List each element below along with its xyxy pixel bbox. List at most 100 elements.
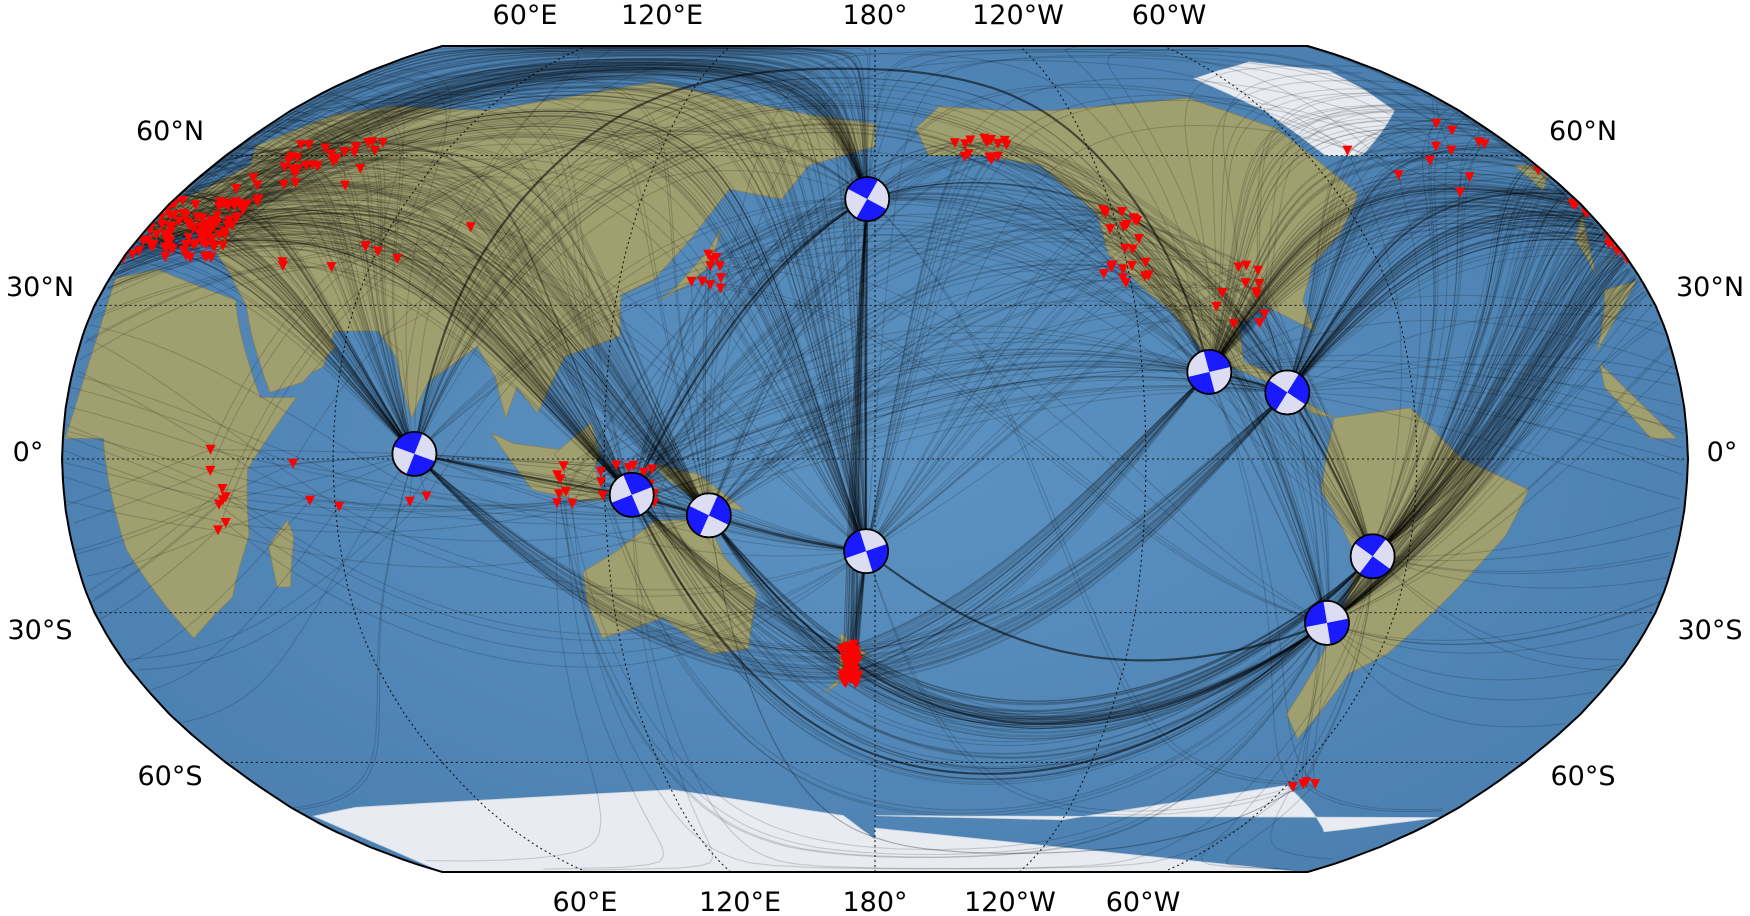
ray-path xyxy=(1286,150,1452,393)
ray-path xyxy=(708,224,1127,516)
ray-path xyxy=(631,494,844,682)
ray-path xyxy=(426,198,868,497)
ray-path xyxy=(631,494,855,651)
ray-path xyxy=(628,363,1210,485)
ray-path xyxy=(867,198,1105,275)
station-marker xyxy=(148,240,159,250)
ray-path xyxy=(851,391,1288,663)
ray-path xyxy=(850,555,1374,704)
ray-path xyxy=(257,184,415,455)
ray-path xyxy=(849,198,868,669)
ray-path xyxy=(637,198,868,499)
station-marker xyxy=(1128,213,1139,224)
ray-path xyxy=(227,224,415,455)
ray-path xyxy=(344,110,867,552)
ray-path xyxy=(865,228,1111,552)
station-marker xyxy=(194,228,205,239)
ray-path xyxy=(631,494,846,662)
ray-path xyxy=(224,234,415,455)
ray-path xyxy=(244,201,633,496)
ray-path xyxy=(217,453,415,531)
station-marker xyxy=(714,261,725,272)
ray-path xyxy=(305,93,1450,495)
ray-path xyxy=(867,182,1258,295)
ray-path xyxy=(624,375,1288,489)
ray-path xyxy=(205,230,710,516)
ray-path xyxy=(631,228,1140,496)
ray-path xyxy=(704,259,713,516)
ray-path xyxy=(719,266,867,552)
ray-path xyxy=(708,515,851,680)
ray-path xyxy=(851,198,868,678)
ray-path xyxy=(849,198,868,672)
ray-path xyxy=(414,453,856,653)
lat-tick-left-60s: 60°S xyxy=(138,761,203,792)
event-link xyxy=(708,514,867,553)
station-marker xyxy=(1447,125,1458,136)
ray-path xyxy=(708,50,1399,516)
ray-path xyxy=(414,453,854,654)
ray-path xyxy=(1144,276,1328,624)
ray-path xyxy=(228,187,710,516)
ray-path xyxy=(855,198,868,678)
ray-path xyxy=(867,185,1265,315)
ray-path xyxy=(856,371,1210,659)
ray-path xyxy=(865,283,1260,552)
ray-path xyxy=(649,484,1328,759)
ray-path xyxy=(970,139,1328,624)
ray-path xyxy=(150,54,867,552)
ray-path xyxy=(414,453,846,651)
ray-path xyxy=(413,453,851,681)
ray-path xyxy=(413,105,1007,455)
ray-path xyxy=(205,233,633,496)
station-marker xyxy=(1479,139,1490,150)
ray-path xyxy=(183,245,633,496)
lon-tick-top-60e: 60°E xyxy=(493,0,558,31)
ray-path xyxy=(708,514,849,648)
ray-path xyxy=(710,223,1374,557)
ray-path xyxy=(355,146,415,455)
ray-path xyxy=(292,453,1444,811)
ray-path xyxy=(185,239,633,496)
ray-path xyxy=(1004,140,1288,393)
ray-path xyxy=(169,82,867,552)
station-marker xyxy=(372,246,383,257)
ray-path xyxy=(195,239,633,496)
ray-path xyxy=(631,494,846,659)
ray-path xyxy=(1372,212,1587,557)
ray-path xyxy=(1132,249,1328,624)
ray-path xyxy=(866,49,1480,200)
ray-path xyxy=(643,472,867,552)
ray-path xyxy=(413,107,992,455)
ray-path xyxy=(354,77,868,200)
ray-path xyxy=(414,453,847,661)
ray-path xyxy=(708,286,1257,516)
ray-path xyxy=(1257,270,1330,623)
ray-path xyxy=(292,158,710,516)
ray-path xyxy=(851,622,1328,718)
ray-path xyxy=(204,176,867,552)
ray-path xyxy=(1102,209,1328,624)
ray-path xyxy=(865,551,1316,816)
ray-path xyxy=(365,245,710,516)
ray-path xyxy=(1305,556,1374,783)
ray-path xyxy=(222,499,709,542)
ray-path xyxy=(224,231,415,455)
ray-path xyxy=(865,238,1140,552)
ray-path xyxy=(866,198,1304,785)
station-marker xyxy=(160,244,171,255)
ray-path xyxy=(225,494,632,533)
station-marker xyxy=(252,180,263,191)
station-marker xyxy=(304,495,315,506)
ray-path xyxy=(116,245,1643,557)
ray-path xyxy=(202,210,633,496)
ray-path xyxy=(210,74,868,259)
station-marker xyxy=(377,138,388,148)
ray-path xyxy=(167,182,1586,557)
station-marker xyxy=(177,195,188,206)
ray-path xyxy=(631,494,852,669)
ray-path xyxy=(846,198,868,659)
ray-path xyxy=(177,198,1573,393)
station-marker xyxy=(222,220,233,231)
ray-path xyxy=(170,108,867,552)
